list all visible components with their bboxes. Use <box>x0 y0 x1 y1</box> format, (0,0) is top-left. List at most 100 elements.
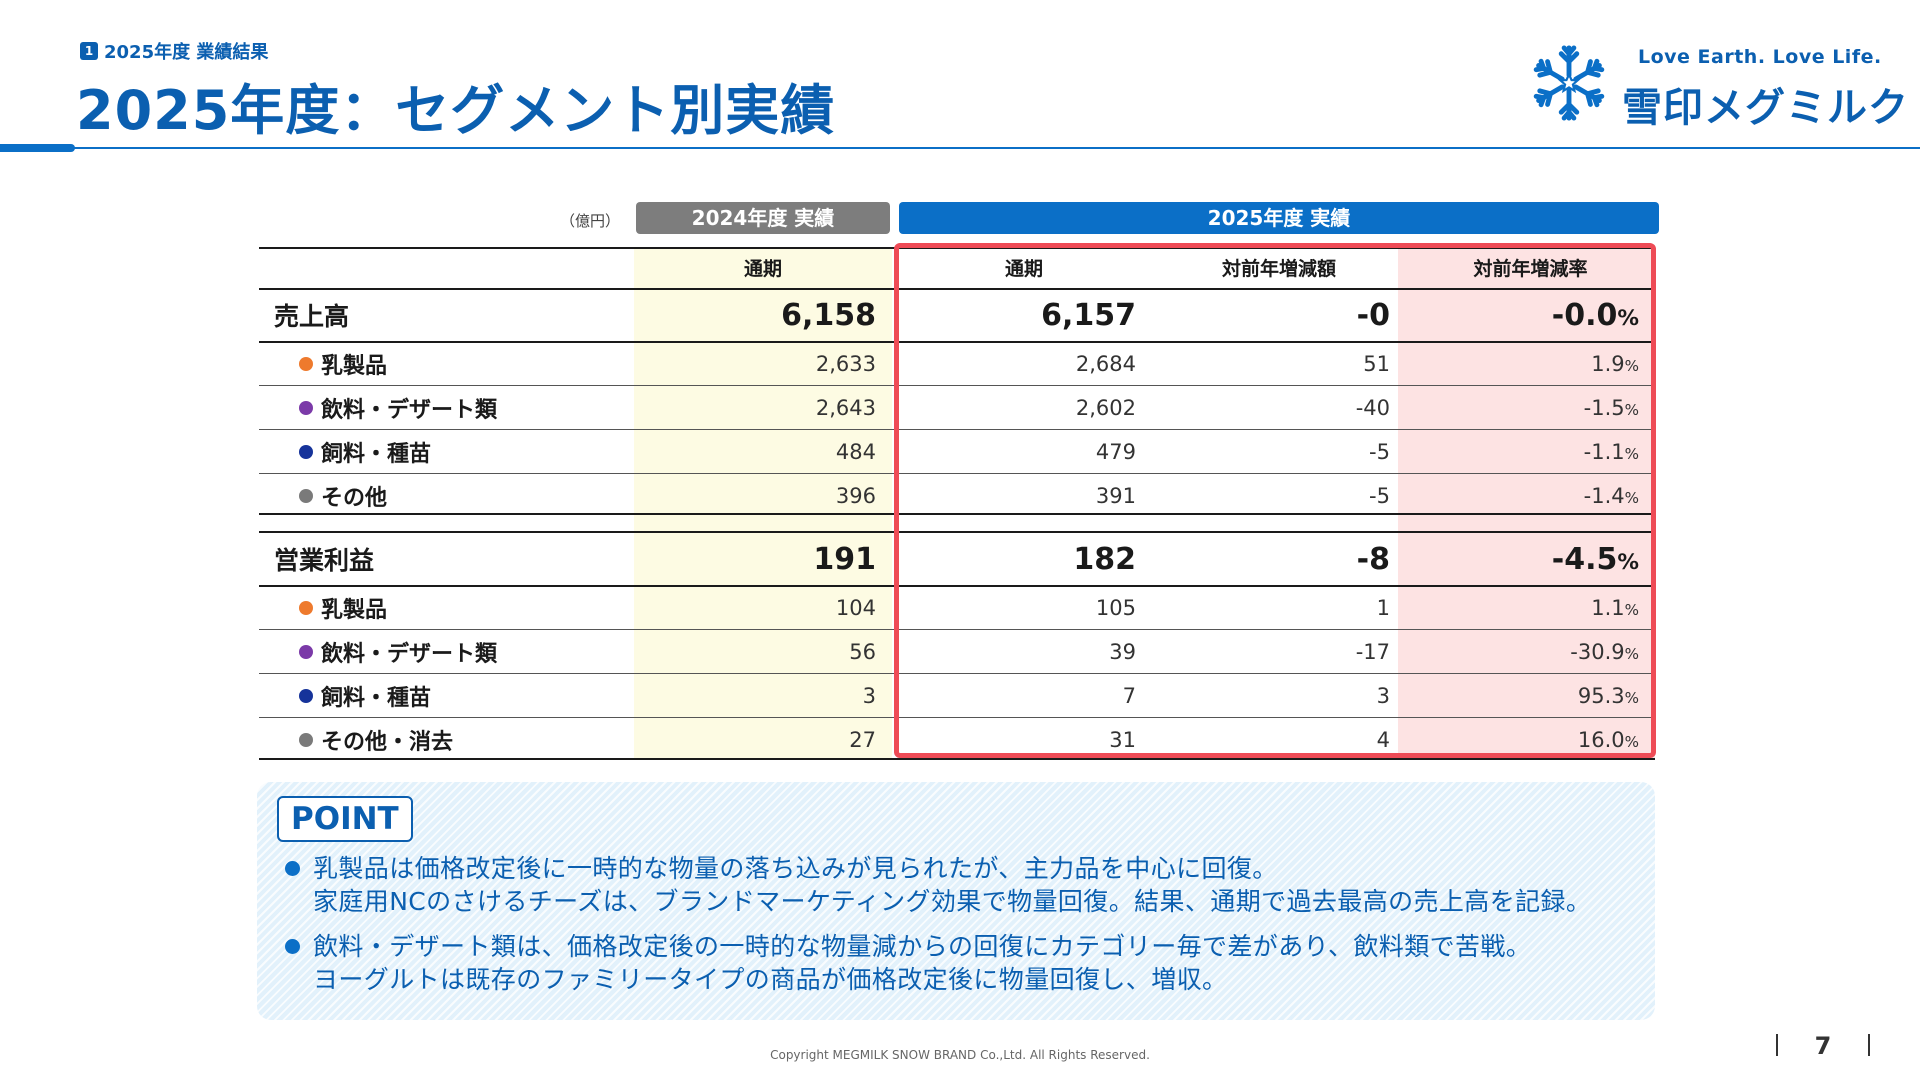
section-number-badge: 1 <box>80 42 98 60</box>
table-rule <box>259 585 1655 587</box>
segment-dot-icon <box>299 688 313 703</box>
bullet-dot-icon <box>285 939 300 954</box>
segment-dot-icon <box>299 488 313 503</box>
cell-2025: 2,602 <box>1075 395 1136 420</box>
cell-2025: 105 <box>1095 595 1136 620</box>
table-row-profit-total: 営業利益 191 182 -8 -4.5% <box>259 533 1655 585</box>
column-header-2024-full-year: 通期 <box>743 258 782 280</box>
table-row: その他 396 391 -5 -1.4% <box>259 474 1655 517</box>
company-logo: Love Earth. Love Life. 雪印メグミルク <box>1530 40 1908 131</box>
bullet-line: ヨーグルトは既存のファミリータイプの商品が価格改定後に物量回復し、増収。 <box>313 965 1228 994</box>
table-row-sales-total: 売上高 6,158 6,157 -0 -0.0% <box>259 289 1655 341</box>
cell-rate: -1.4% <box>1583 483 1639 508</box>
page-title: 2025年度：セグメント別実績 <box>76 79 836 142</box>
point-bullet: 乳製品は価格改定後に一時的な物量の落ち込みが見られたが、主力品を中心に回復。 家… <box>285 852 1591 918</box>
row-label: 飼料・種苗 <box>259 436 634 468</box>
cell-2024: 27 <box>849 727 876 752</box>
table-rule <box>259 513 1655 515</box>
table-rule <box>259 629 1655 630</box>
column-header-yoy-change: 対前年増減額 <box>1221 258 1336 280</box>
cell-rate: -4.5% <box>1551 541 1639 577</box>
fy2025-highlight-frame <box>894 243 1656 758</box>
column-header-2025-full-year: 通期 <box>1004 258 1043 280</box>
cell-2024: 6,158 <box>781 297 876 333</box>
cell-2024: 3 <box>862 683 876 708</box>
cell-rate: 95.3% <box>1577 683 1639 708</box>
cell-2024: 2,633 <box>815 351 876 376</box>
section-tag: 1 2025年度 業績結果 <box>80 38 268 64</box>
cell-change: -40 <box>1355 395 1390 420</box>
cell-change: 4 <box>1376 727 1390 752</box>
row-label: その他 <box>259 480 634 512</box>
cell-rate: 1.9% <box>1591 351 1639 376</box>
table-row: 飲料・デザート類 56 39 -17 -30.9% <box>259 630 1655 673</box>
brand-tagline: Love Earth. Love Life. <box>1638 46 1882 68</box>
table-rule <box>259 673 1655 674</box>
cell-change: -8 <box>1356 541 1390 577</box>
table-rule <box>259 385 1655 386</box>
point-box: POINT 乳製品は価格改定後に一時的な物量の落ち込みが見られたが、主力品を中心… <box>257 782 1655 1020</box>
cell-2025: 182 <box>1073 541 1136 577</box>
page-number: 7 <box>1776 1030 1870 1060</box>
cell-rate: 1.1% <box>1591 595 1639 620</box>
cell-rate: -1.5% <box>1583 395 1639 420</box>
cell-change: 51 <box>1363 351 1390 376</box>
row-label: 売上高 <box>274 302 350 331</box>
cell-2024: 191 <box>813 541 876 577</box>
cell-2025: 31 <box>1109 727 1136 752</box>
cell-2024: 484 <box>835 439 876 464</box>
cell-change: 3 <box>1376 683 1390 708</box>
segment-dot-icon <box>299 356 313 371</box>
bullet-line: 飲料・デザート類は、価格改定後の一時的な物量減からの回復にカテゴリー毎で差があり… <box>313 932 1532 961</box>
table-row: 飼料・種苗 3 7 3 95.3% <box>259 674 1655 717</box>
table-row: 乳製品 104 105 1 1.1% <box>259 586 1655 629</box>
snowflake-logo-icon <box>1530 45 1608 124</box>
cell-2025: 39 <box>1109 639 1136 664</box>
page-number-divider <box>1776 1034 1778 1056</box>
page-number-divider <box>1868 1034 1870 1056</box>
segment-dot-icon <box>299 732 313 747</box>
cell-change: -5 <box>1369 439 1390 464</box>
cell-change: 1 <box>1376 595 1390 620</box>
row-label: 飼料・種苗 <box>259 680 634 712</box>
row-label: 乳製品 <box>259 592 634 624</box>
cell-rate: -30.9% <box>1570 639 1639 664</box>
segment-dot-icon <box>299 644 313 659</box>
table-rule <box>259 473 1655 474</box>
row-label: 乳製品 <box>259 348 634 380</box>
cell-2024: 104 <box>835 595 876 620</box>
bullet-line: 乳製品は価格改定後に一時的な物量の落ち込みが見られたが、主力品を中心に回復。 <box>313 854 1278 883</box>
cell-change: -17 <box>1355 639 1390 664</box>
table-rule <box>259 247 1655 249</box>
page-number-value: 7 <box>1814 1032 1832 1060</box>
row-label: その他・消去 <box>259 724 634 756</box>
group-header-2025: 2025年度 実績 <box>899 202 1659 234</box>
copyright: Copyright MEGMILK SNOW BRAND Co.,Ltd. Al… <box>770 1048 1150 1062</box>
table-rule <box>259 758 1655 760</box>
segment-dot-icon <box>299 600 313 615</box>
table-rule <box>259 341 1655 343</box>
cell-2025: 7 <box>1122 683 1136 708</box>
table-rule <box>259 717 1655 718</box>
cell-rate: -0.0% <box>1551 297 1639 333</box>
group-header-2024: 2024年度 実績 <box>636 202 890 234</box>
table-rule <box>259 288 1655 290</box>
cell-2025: 479 <box>1095 439 1136 464</box>
table-rule <box>259 531 1655 533</box>
slide-header: 1 2025年度 業績結果 2025年度：セグメント別実績 <box>0 0 1920 155</box>
section-label: 2025年度 業績結果 <box>104 42 269 63</box>
table-rule <box>259 429 1655 430</box>
row-label: 営業利益 <box>274 546 375 575</box>
point-bullet: 飲料・デザート類は、価格改定後の一時的な物量減からの回復にカテゴリー毎で差があり… <box>285 930 1531 996</box>
cell-2024: 396 <box>835 483 876 508</box>
cell-2025: 391 <box>1095 483 1136 508</box>
table-row: 乳製品 2,633 2,684 51 1.9% <box>259 342 1655 385</box>
cell-2024: 56 <box>849 639 876 664</box>
cell-2024: 2,643 <box>815 395 876 420</box>
cell-rate: -1.1% <box>1583 439 1639 464</box>
bullet-dot-icon <box>285 861 300 876</box>
cell-rate: 16.0% <box>1577 727 1639 752</box>
column-header-row: 通期 通期 対前年増減額 対前年増減率 <box>259 247 1655 288</box>
table-row: 飲料・デザート類 2,643 2,602 -40 -1.5% <box>259 386 1655 429</box>
cell-change: -5 <box>1369 483 1390 508</box>
